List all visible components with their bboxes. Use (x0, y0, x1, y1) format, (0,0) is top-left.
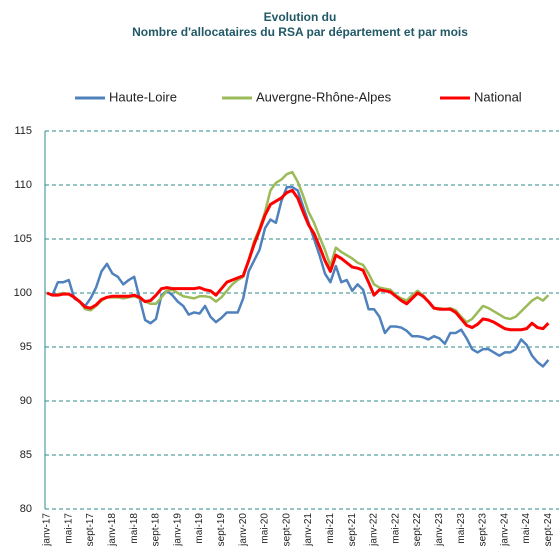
legend-label: Haute-Loire (109, 89, 177, 104)
legend-label: Auvergne-Rhône-Alpes (256, 89, 392, 104)
x-tick-label: janv-23 (434, 513, 445, 547)
x-tick-label: mai-20 (260, 513, 271, 544)
x-tick-label: sept-17 (85, 513, 96, 547)
chart-subtitle: Nombre d'allocataires du RSA par départe… (132, 25, 468, 39)
x-tick-label: mai-22 (390, 513, 401, 544)
x-tick-label: sept-24 (543, 513, 554, 547)
legend-label: National (474, 89, 522, 104)
y-tick-label: 80 (20, 503, 32, 515)
y-tick-label: 95 (20, 341, 32, 353)
y-tick-label: 85 (20, 449, 32, 461)
y-tick-label: 110 (14, 179, 32, 191)
chart-title: Evolution du (264, 10, 337, 24)
x-tick-label: sept-23 (478, 513, 489, 547)
x-tick-label: sept-21 (347, 513, 358, 547)
x-tick-label: sept-20 (281, 513, 292, 547)
x-tick-label: sept-19 (216, 513, 227, 547)
x-tick-label: janv-22 (369, 513, 380, 547)
x-tick-label: sept-22 (412, 513, 423, 547)
x-tick-label: mai-21 (325, 513, 336, 544)
series-line (46, 170, 550, 324)
x-tick-label: mai-19 (194, 513, 205, 544)
series-line (46, 188, 550, 332)
x-tick-label: janv-19 (172, 513, 183, 547)
x-tick-label: mai-18 (129, 513, 140, 544)
x-tick-label: sept-18 (151, 513, 162, 547)
x-tick-label: janv-20 (238, 513, 249, 547)
x-tick-label: janv-21 (303, 513, 314, 547)
y-tick-label: 115 (14, 125, 32, 137)
y-tick-label: 100 (14, 287, 32, 299)
x-tick-label: janv-17 (42, 513, 53, 547)
y-tick-label: 105 (14, 233, 32, 245)
x-tick-label: mai-23 (456, 513, 467, 544)
x-tick-label: janv-18 (107, 513, 118, 547)
x-tick-label: mai-24 (521, 513, 532, 544)
series-line (46, 185, 550, 368)
x-tick-label: mai-17 (63, 513, 74, 544)
y-tick-label: 90 (20, 395, 32, 407)
x-tick-label: janv-24 (499, 513, 510, 547)
